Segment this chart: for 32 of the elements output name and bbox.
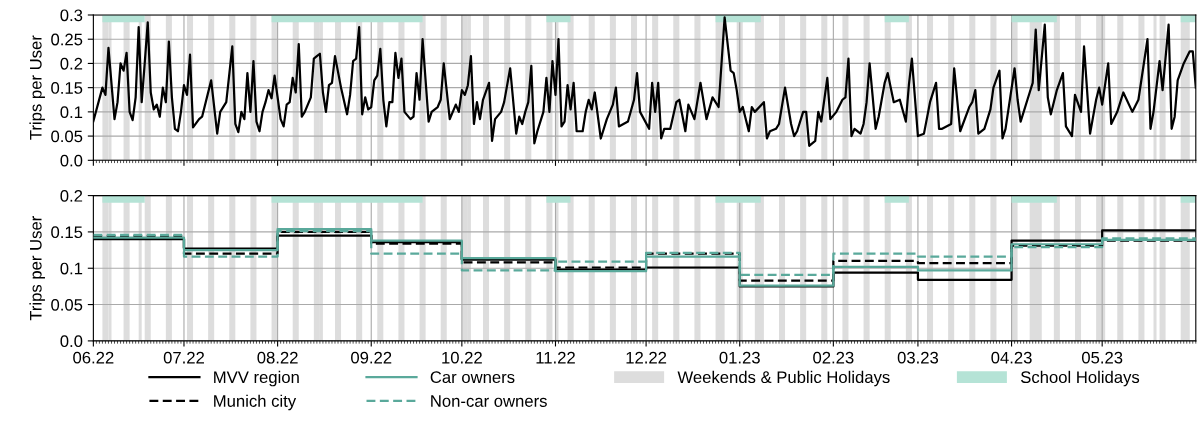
- x-tick-label: 06.22: [73, 351, 114, 364]
- x-tick-label: 02.23: [813, 351, 854, 364]
- y-tick-label: 0.15: [51, 82, 83, 94]
- x-tick-label: 04.23: [991, 351, 1032, 364]
- y-tick-label: 0.05: [51, 298, 83, 311]
- y-axis-title: Trips per User: [29, 216, 45, 321]
- y-tick-label: 0.2: [60, 57, 83, 70]
- x-tick-label: 05.23: [1081, 351, 1123, 364]
- y-tick-label: 0.1: [60, 262, 83, 275]
- y-axis-title: Trips per User: [29, 35, 45, 140]
- legend-label: MVV region: [214, 370, 299, 387]
- y-tick-label: 0.0: [60, 154, 83, 167]
- y-tick-label: 0.2: [60, 189, 83, 202]
- x-tick-label: 07.22: [163, 351, 204, 364]
- legend-label: Munich city: [214, 394, 297, 411]
- x-tick-label: 03.23: [897, 351, 939, 364]
- x-tick-label: 09.22: [351, 351, 392, 364]
- y-tick-label: 0.05: [51, 130, 83, 143]
- y-tick-label: 0.15: [51, 226, 83, 239]
- x-tick-label: 10.22: [442, 351, 482, 364]
- legend-label: Weekends & Public Holidays: [677, 370, 890, 387]
- y-tick-label: 0.25: [51, 33, 83, 46]
- x-tick-label: 12.22: [626, 351, 667, 364]
- x-tick-label: 01.23: [719, 351, 760, 364]
- x-tick-label: 08.22: [257, 351, 298, 364]
- x-tick-label: 11.22: [536, 351, 575, 364]
- legend-label: Car owners: [430, 371, 515, 384]
- legend-label: School Holidays: [1020, 370, 1140, 387]
- y-tick-label: 0.0: [60, 335, 83, 348]
- y-tick-label: 0.1: [60, 106, 83, 119]
- y-tick-label: 0.3: [60, 9, 83, 22]
- legend-label: Non-car owners: [431, 395, 547, 407]
